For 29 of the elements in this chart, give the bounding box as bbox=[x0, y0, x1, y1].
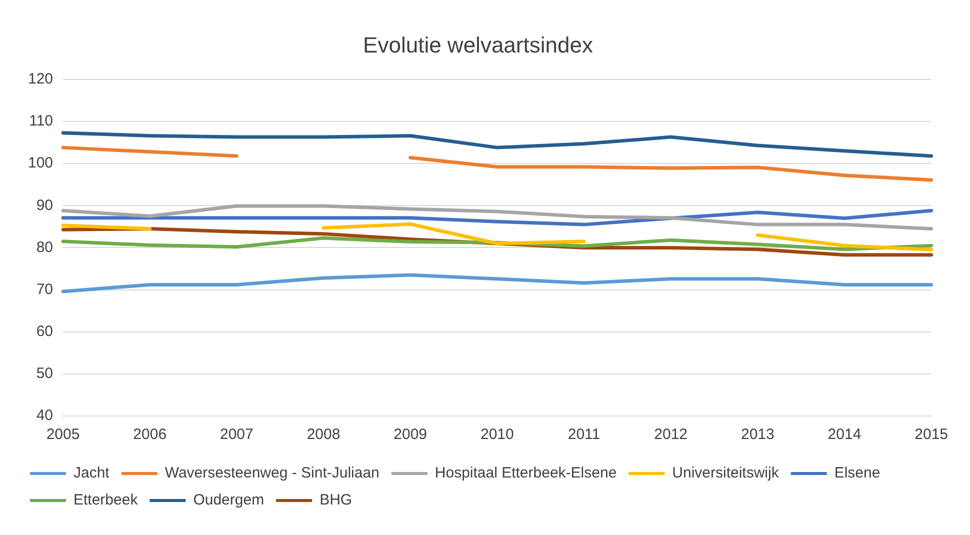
x-tick-label: 2006 bbox=[133, 426, 167, 444]
y-tick-label: 110 bbox=[29, 112, 54, 130]
x-tick-label: 2010 bbox=[480, 426, 514, 444]
y-tick-label: 40 bbox=[36, 407, 54, 424]
y-tick-label: 120 bbox=[28, 70, 54, 88]
legend-label: Elsene bbox=[834, 464, 880, 482]
x-tick-label: 2011 bbox=[568, 426, 600, 444]
y-tick-label: 70 bbox=[36, 280, 54, 298]
legend-label: Etterbeek bbox=[74, 492, 138, 509]
x-tick-label: 2014 bbox=[828, 426, 862, 444]
legend-label: Jacht bbox=[74, 464, 110, 482]
legend-label: Waversesteenweg - Sint-Juliaan bbox=[164, 464, 380, 482]
x-tick-label: 2013 bbox=[740, 426, 774, 444]
x-tick-label: 2012 bbox=[654, 426, 688, 444]
x-tick-label: 2005 bbox=[46, 426, 80, 444]
legend-label: Hospitaal Etterbeek-Elsene bbox=[434, 464, 617, 482]
x-tick-label: 2009 bbox=[394, 426, 428, 444]
y-tick-label: 50 bbox=[36, 365, 54, 382]
y-tick-label: 90 bbox=[36, 196, 54, 214]
legend-label: Universiteitswijk bbox=[672, 464, 780, 482]
x-tick-label: 2008 bbox=[306, 426, 340, 444]
y-tick-label: 100 bbox=[28, 154, 54, 172]
y-tick-label: 80 bbox=[36, 238, 54, 256]
legend-label: Oudergem bbox=[193, 492, 264, 509]
chart-title: Evolutie welvaartsindex bbox=[363, 32, 593, 58]
legend-label: BHG bbox=[320, 492, 352, 509]
x-tick-label: 2007 bbox=[220, 426, 254, 444]
x-tick-label: 2015 bbox=[914, 426, 948, 444]
y-tick-label: 60 bbox=[36, 322, 54, 340]
